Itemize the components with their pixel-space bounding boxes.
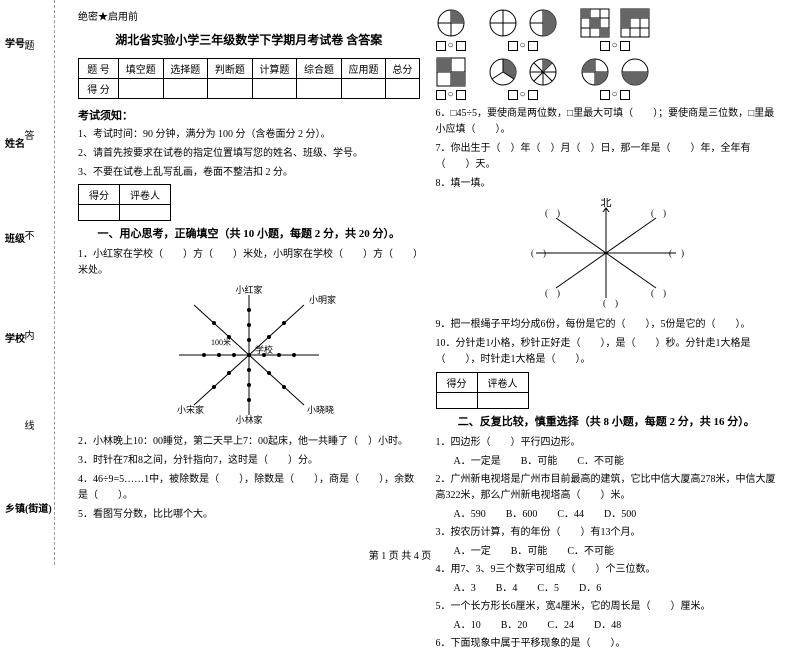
sidebar-label: 学校 bbox=[5, 330, 25, 345]
question: 1．小红家在学校（ ）方（ ）米处，小明家在学校（ ）方（ ）米处。 bbox=[78, 247, 420, 279]
compass-diagram: 北 ( ) ( ) ( ) ( ) ( ) ( ) ( ) bbox=[436, 198, 778, 311]
label-ne: 小明家 bbox=[309, 294, 336, 305]
content-area: 绝密★启用前 湖北省实验小学三年级数学下学期月考试卷 含答案 题 号 填空题 选… bbox=[55, 0, 800, 565]
cell: 评卷人 bbox=[120, 185, 171, 205]
question: 5．看图写分数，比比哪个大。 bbox=[78, 507, 420, 523]
fraction-item: ○ bbox=[436, 57, 466, 100]
question: 6．下面现象中属于平移现象的是（ ）。 bbox=[436, 636, 778, 652]
table-row: 题 号 填空题 选择题 判断题 计算题 综合题 应用题 总分 bbox=[79, 59, 420, 79]
cell: 总分 bbox=[386, 59, 419, 79]
question: 3．时针在7和8之间，分针指向7，这时是（ ）分。 bbox=[78, 453, 420, 469]
question: 8．填一填。 bbox=[436, 176, 778, 192]
cell: 综合题 bbox=[297, 59, 342, 79]
label-se: 小晓晓 bbox=[307, 404, 334, 415]
sidebar-mark: 不 bbox=[20, 230, 35, 240]
binding-sidebar: 学号 题 姓名 答 班级 不 内 学校 线 乡镇(街道) bbox=[0, 0, 55, 565]
label-n: 小红家 bbox=[235, 285, 262, 295]
cell: 得分 bbox=[436, 373, 477, 393]
cell: 应用题 bbox=[341, 59, 386, 79]
options: A．一定是 B．可能 C．不可能 bbox=[454, 454, 778, 469]
cell: 评卷人 bbox=[477, 373, 528, 393]
score-table: 题 号 填空题 选择题 判断题 计算题 综合题 应用题 总分 得 分 bbox=[78, 58, 420, 99]
label-sw: 小宋家 bbox=[177, 404, 204, 415]
circle-icon bbox=[436, 8, 466, 38]
question: 3．按农历计算，有的年份（ ）有13个月。 bbox=[436, 525, 778, 541]
table-row: 得 分 bbox=[79, 79, 420, 99]
svg-text:( ): ( ) bbox=[651, 288, 666, 298]
notice-item: 1、考试时间：90 分钟，满分为 100 分（含卷面分 2 分）。 bbox=[78, 127, 420, 142]
svg-text:( ): ( ) bbox=[603, 298, 618, 308]
part2-title: 二、反复比较，慎重选择（共 8 小题，每题 2 分，共 16 分）。 bbox=[436, 413, 778, 429]
question: 9．把一根绳子平均分成6份，每份是它的（ ），5份是它的（ ）。 bbox=[436, 317, 778, 333]
cell: 判断题 bbox=[208, 59, 253, 79]
cell: 填空题 bbox=[119, 59, 164, 79]
cell: 题 号 bbox=[79, 59, 119, 79]
fraction-item: ○ bbox=[488, 8, 558, 51]
question: 4．46÷9=5……1中，被除数是（ ），除数是（ ），商是（ ），余数是（ ）… bbox=[78, 472, 420, 504]
fraction-item: ○ bbox=[436, 8, 466, 51]
svg-text:( ): ( ) bbox=[669, 248, 684, 258]
sidebar-mark: 线 bbox=[20, 420, 35, 430]
sidebar-mark: 题 bbox=[20, 40, 35, 50]
label-s: 小林家 bbox=[235, 414, 262, 425]
question: 4．用7、3、9三个数字可组成（ ）个三位数。 bbox=[436, 562, 778, 578]
fraction-item: ○ bbox=[580, 8, 650, 51]
question: 10．分针走1小格，秒针正好走（ ），是（ ）秒。分针走1大格是（ ），时针走1… bbox=[436, 336, 778, 368]
fraction-item: ○ bbox=[488, 57, 558, 100]
secret-label: 绝密★启用前 bbox=[78, 8, 420, 23]
fraction-row: ○ ○ ○ bbox=[436, 8, 778, 51]
svg-text:( ): ( ) bbox=[531, 248, 546, 258]
cell: 得分 bbox=[79, 185, 120, 205]
svg-text:( ): ( ) bbox=[545, 288, 560, 298]
question: 7．你出生于（ ）年（ ）月（ ）日，那一年是（ ）年，全年有（ ）天。 bbox=[436, 141, 778, 173]
exam-page: 学号 题 姓名 答 班级 不 内 学校 线 乡镇(街道) 绝密★启用前 湖北省实… bbox=[0, 0, 800, 565]
svg-text:( ): ( ) bbox=[545, 208, 560, 218]
grid-icon bbox=[436, 57, 466, 87]
sidebar-label: 乡镇(街道) bbox=[5, 500, 52, 515]
sidebar-mark: 答 bbox=[20, 130, 35, 140]
page-footer: 第 1 页 共 4 页 bbox=[0, 547, 800, 562]
left-column: 绝密★启用前 湖北省实验小学三年级数学下学期月考试卷 含答案 题 号 填空题 选… bbox=[70, 8, 428, 565]
notice-head: 考试须知： bbox=[78, 107, 420, 123]
compass-north: 北 bbox=[601, 198, 612, 209]
options: A．10 B．20 C．24 D．48 bbox=[454, 618, 778, 633]
right-column: ○ ○ ○ bbox=[428, 8, 786, 565]
label-dist: 100米 bbox=[211, 337, 231, 347]
notice-list: 1、考试时间：90 分钟，满分为 100 分（含卷面分 2 分）。 2、请首先按… bbox=[78, 127, 420, 180]
notice-item: 3、不要在试卷上乱写乱画，卷面不整洁扣 2 分。 bbox=[78, 165, 420, 180]
cell: 选择题 bbox=[163, 59, 208, 79]
label-center: 学校 bbox=[255, 344, 273, 355]
svg-text:( ): ( ) bbox=[651, 208, 666, 218]
grader-table: 得分评卷人 bbox=[436, 372, 529, 409]
circles-icon bbox=[488, 8, 558, 38]
grids-icon bbox=[580, 8, 650, 38]
question: 5．一个长方形长6厘米，宽4厘米，它的周长是（ ）厘米。 bbox=[436, 599, 778, 615]
question: 2．小林晚上10：00睡觉，第二天早上7：00起床，他一共睡了（ ）小时。 bbox=[78, 434, 420, 450]
circles-icon bbox=[580, 57, 650, 87]
cell: 得 分 bbox=[79, 79, 119, 99]
options: A．590 B．600 C．44 D．500 bbox=[454, 507, 778, 522]
star-diagram: 小红家 小明家 学校 小林家 小宋家 小晓晓 100米 bbox=[78, 285, 420, 428]
fraction-item: ○ bbox=[580, 57, 650, 100]
question: 6．□45÷5，要使商是两位数，□里最大可填（ ）；要使商是三位数，□里最小应填… bbox=[436, 106, 778, 138]
notice-item: 2、请首先按要求在试卷的指定位置填写您的姓名、班级、学号。 bbox=[78, 146, 420, 161]
exam-title: 湖北省实验小学三年级数学下学期月考试卷 含答案 bbox=[78, 31, 420, 48]
options: A．3 B．4 C．5 D．6 bbox=[454, 581, 778, 596]
circles-icon bbox=[488, 57, 558, 87]
grader-table: 得分评卷人 bbox=[78, 184, 171, 221]
cell: 计算题 bbox=[252, 59, 297, 79]
part1-title: 一、用心思考，正确填空（共 10 小题，每题 2 分，共 20 分）。 bbox=[78, 225, 420, 241]
question: 2．广州新电视塔是广州市目前最高的建筑，它比中信大厦高278米，中信大厦高322… bbox=[436, 472, 778, 504]
question: 1．四边形（ ）平行四边形。 bbox=[436, 435, 778, 451]
fraction-row: ○ ○ ○ bbox=[436, 57, 778, 100]
